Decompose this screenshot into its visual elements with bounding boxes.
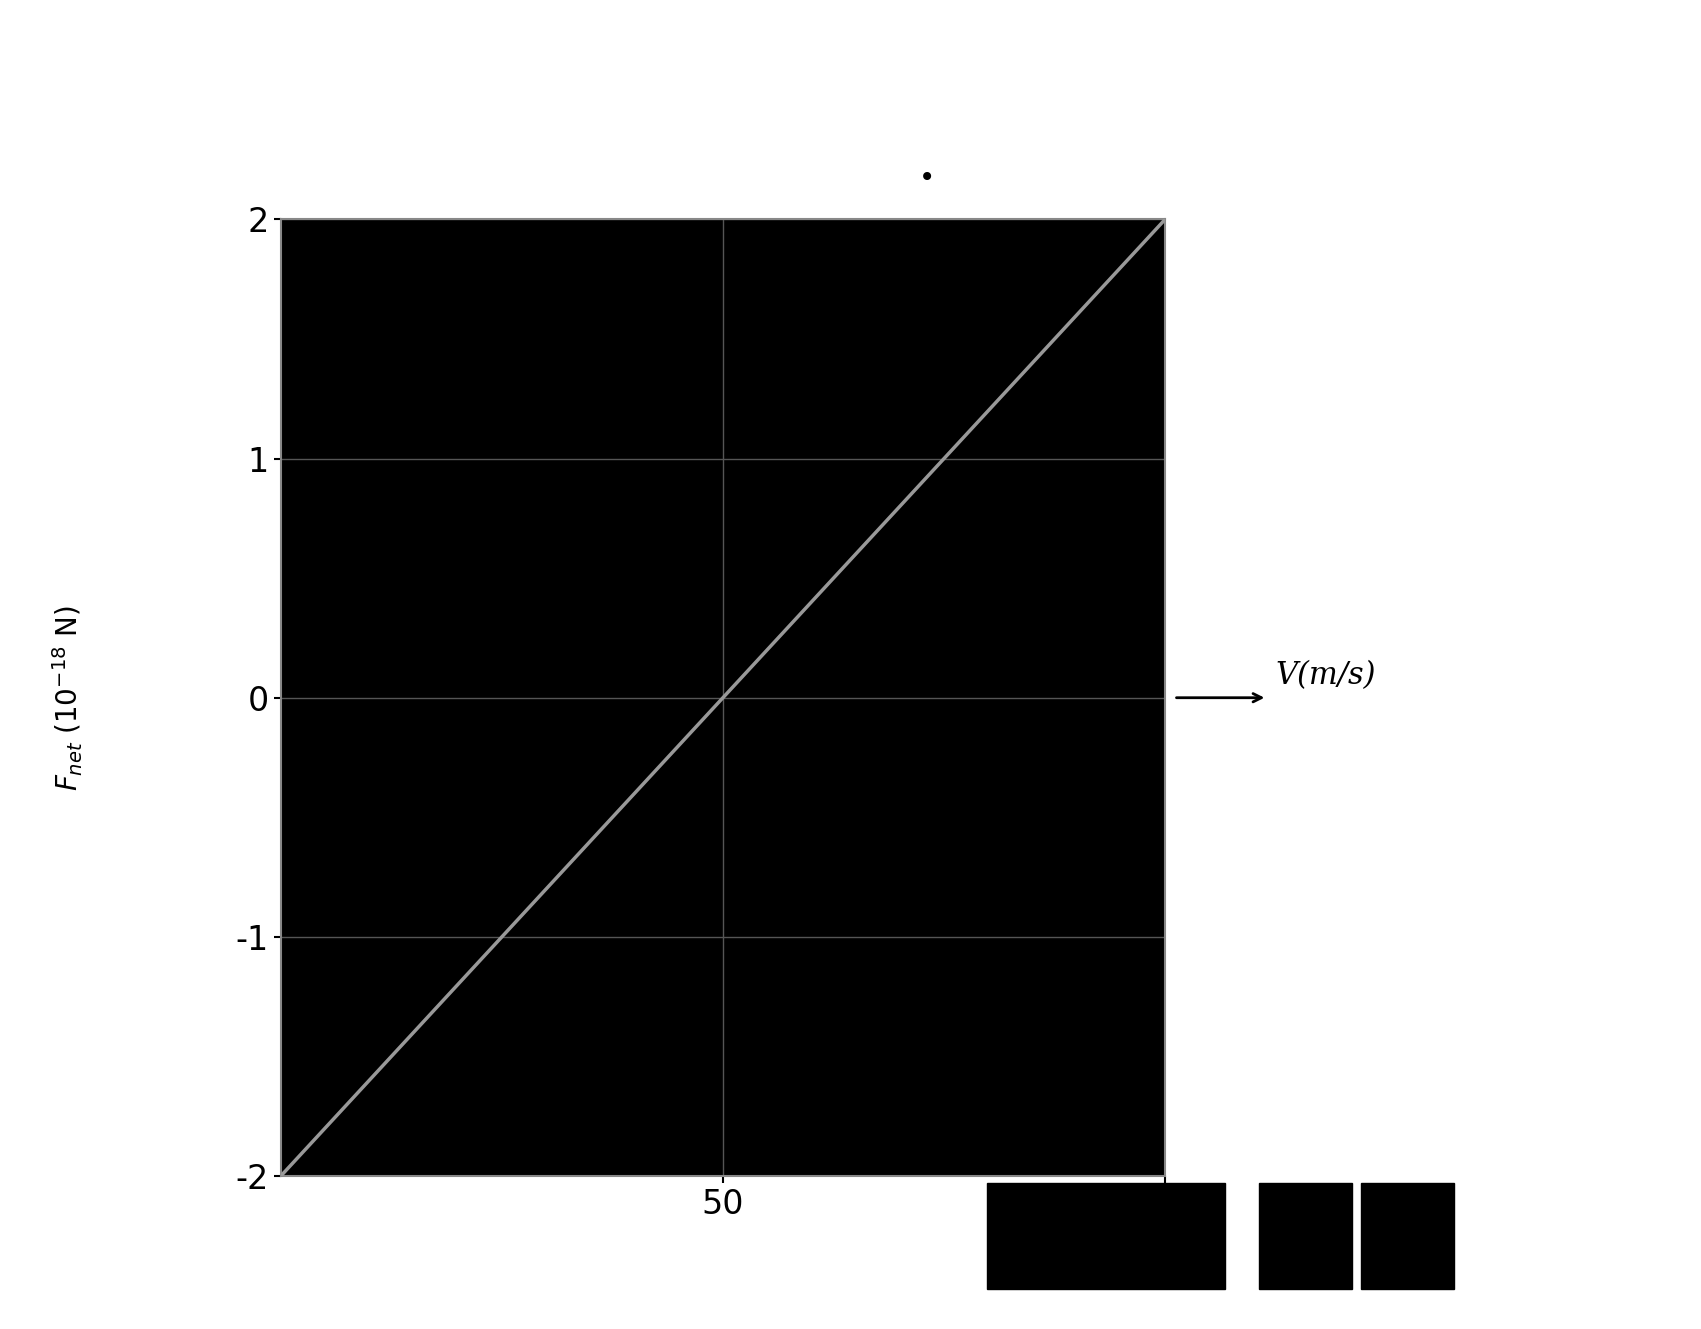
Text: •: • [919,163,936,193]
Text: $F_{net}$ (10$^{-18}$ N): $F_{net}$ (10$^{-18}$ N) [51,605,85,791]
Text: V(m/s): V(m/s) [1276,661,1376,691]
